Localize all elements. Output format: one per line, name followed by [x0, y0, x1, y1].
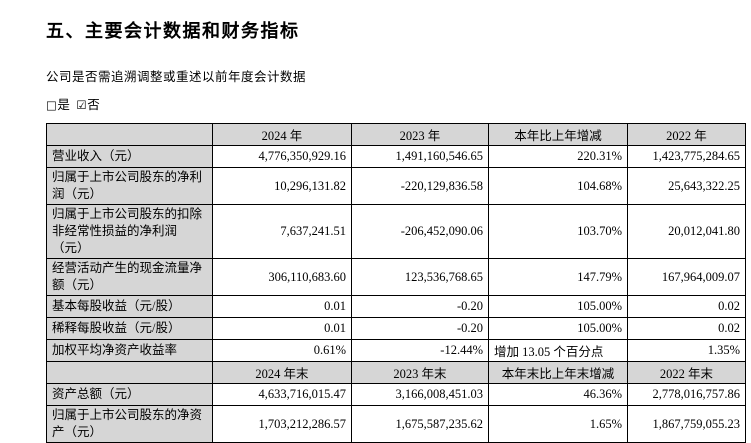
column-header-2023-end: 2023 年末 — [351, 361, 489, 384]
value-2023: 123,536,768.65 — [351, 258, 489, 296]
value-2023: 3,166,008,451.03 — [351, 383, 489, 406]
table-row-operating-cash-flow: 经营活动产生的现金流量净额（元） 306,110,683.60 123,536,… — [46, 258, 746, 296]
value-2024: 0.01 — [212, 317, 352, 340]
value-2023: 1,491,160,546.65 — [351, 145, 489, 168]
value-change: 1.65% — [488, 405, 628, 443]
annual-header-row: 2024 年 2023 年 本年比上年增减 2022 年 — [46, 123, 746, 146]
value-2023: -0.20 — [351, 295, 489, 318]
column-header-yearend-change: 本年末比上年末增减 — [488, 361, 628, 384]
value-2023: -206,452,090.06 — [351, 204, 489, 259]
column-header-2024: 2024 年 — [212, 123, 352, 146]
value-2024: 306,110,683.60 — [212, 258, 352, 296]
value-2024: 0.61% — [212, 339, 352, 362]
value-2022: 1,867,759,055.23 — [627, 405, 746, 443]
table-row-diluted-eps: 稀释每股收益（元/股） 0.01 -0.20 105.00% 0.02 — [46, 317, 746, 340]
checkbox-option-yes[interactable]: □是 — [46, 98, 70, 112]
table-row-net-assets: 归属于上市公司股东的净资产（元） 1,703,212,286.57 1,675,… — [46, 405, 746, 443]
value-2023: -220,129,836.58 — [351, 167, 489, 205]
row-label: 基本每股收益（元/股） — [46, 295, 213, 318]
yearend-header-row: 2024 年末 2023 年末 本年末比上年末增减 2022 年末 — [46, 361, 746, 384]
value-2024: 7,637,241.51 — [212, 204, 352, 259]
value-2022: 0.02 — [627, 295, 746, 318]
column-header-2022-end: 2022 年末 — [627, 361, 746, 384]
value-change: 105.00% — [488, 295, 628, 318]
value-2024: 10,296,131.82 — [212, 167, 352, 205]
column-header-2023: 2023 年 — [351, 123, 489, 146]
column-header-2022: 2022 年 — [627, 123, 746, 146]
row-label: 资产总额（元） — [46, 383, 213, 406]
column-header-empty — [46, 123, 213, 146]
value-2022: 1.35% — [627, 339, 746, 362]
value-change: 103.70% — [488, 204, 628, 259]
value-2023: -0.20 — [351, 317, 489, 340]
financial-indicators-table: 2024 年 2023 年 本年比上年增减 2022 年 营业收入（元） 4,7… — [46, 123, 746, 443]
checkbox-unchecked-icon: □ — [46, 98, 58, 112]
value-2022: 25,643,322.25 — [627, 167, 746, 205]
value-2023: -12.44% — [351, 339, 489, 362]
value-change: 46.36% — [488, 383, 628, 406]
value-2022: 20,012,041.80 — [627, 204, 746, 259]
value-change: 105.00% — [488, 317, 628, 340]
value-2022: 1,423,775,284.65 — [627, 145, 746, 168]
checkbox-option-no-label: 否 — [87, 98, 101, 112]
value-change: 增加 13.05 个百分点 — [488, 339, 628, 362]
row-label: 经营活动产生的现金流量净额（元） — [46, 258, 213, 296]
table-row-net-profit: 归属于上市公司股东的净利润（元） 10,296,131.82 -220,129,… — [46, 167, 746, 205]
row-label: 稀释每股收益（元/股） — [46, 317, 213, 340]
value-change: 220.31% — [488, 145, 628, 168]
table-row-basic-eps: 基本每股收益（元/股） 0.01 -0.20 105.00% 0.02 — [46, 295, 746, 318]
value-change: 147.79% — [488, 258, 628, 296]
row-label: 加权平均净资产收益率 — [46, 339, 213, 362]
value-2024: 4,633,716,015.47 — [212, 383, 352, 406]
value-2022: 2,778,016,757.86 — [627, 383, 746, 406]
row-label: 归属于上市公司股东的扣除非经常性损益的净利润（元） — [46, 204, 213, 259]
column-header-change: 本年比上年增减 — [488, 123, 628, 146]
value-2024: 4,776,350,929.16 — [212, 145, 352, 168]
restatement-question: 公司是否需追溯调整或重述以前年度会计数据 — [46, 70, 307, 84]
checkbox-checked-icon: ☑ — [76, 98, 88, 112]
table-row-total-assets: 资产总额（元） 4,633,716,015.47 3,166,008,451.0… — [46, 383, 746, 406]
value-2022: 167,964,009.07 — [627, 258, 746, 296]
table-row-net-profit-excl-nonrecurring: 归属于上市公司股东的扣除非经常性损益的净利润（元） 7,637,241.51 -… — [46, 204, 746, 259]
table-row-weighted-roe: 加权平均净资产收益率 0.61% -12.44% 增加 13.05 个百分点 1… — [46, 339, 746, 362]
row-label: 归属于上市公司股东的净利润（元） — [46, 167, 213, 205]
value-change: 104.68% — [488, 167, 628, 205]
checkbox-option-yes-label: 是 — [57, 98, 71, 112]
value-2024: 0.01 — [212, 295, 352, 318]
value-2024: 1,703,212,286.57 — [212, 405, 352, 443]
value-2022: 0.02 — [627, 317, 746, 340]
row-label: 归属于上市公司股东的净资产（元） — [46, 405, 213, 443]
restatement-answer-line: □是 ☑否 — [46, 94, 751, 113]
row-label: 营业收入（元） — [46, 145, 213, 168]
column-header-empty — [46, 361, 213, 384]
section-title: 五、主要会计数据和财务指标 — [46, 21, 300, 41]
checkbox-option-no[interactable]: ☑否 — [76, 98, 100, 112]
column-header-2024-end: 2024 年末 — [212, 361, 352, 384]
table-row-revenue: 营业收入（元） 4,776,350,929.16 1,491,160,546.6… — [46, 145, 746, 168]
value-2023: 1,675,587,235.62 — [351, 405, 489, 443]
